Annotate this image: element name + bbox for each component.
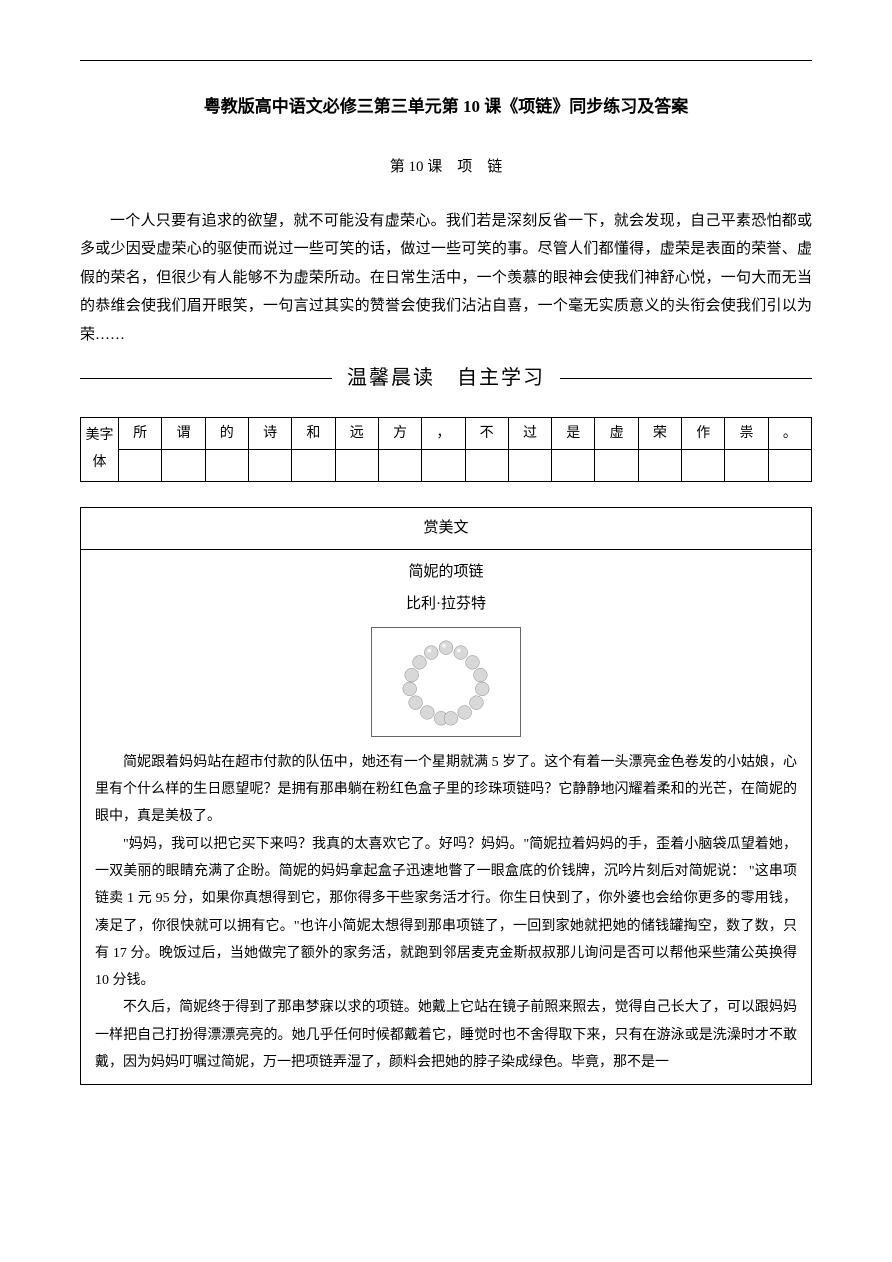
essay-paragraph: 简妮跟着妈妈站在超市付款的队伍中，她还有一个星期就满 5 岁了。这个有着一头漂亮…: [95, 749, 797, 831]
char-cell: 荣: [638, 418, 681, 450]
essay-title: 简妮的项链: [95, 558, 797, 587]
empty-cell: [335, 450, 378, 482]
char-cell: 虚: [595, 418, 638, 450]
section-divider: 温馨晨读 自主学习: [80, 359, 812, 397]
page-title: 粤教版高中语文必修三第三单元第 10 课《项链》同步练习及答案: [80, 91, 812, 123]
char-cell: 谓: [162, 418, 205, 450]
empty-cell: [292, 450, 335, 482]
empty-cell: [248, 450, 291, 482]
empty-cell: [768, 450, 811, 482]
char-cell: 。: [768, 418, 811, 450]
char-cell: 过: [508, 418, 551, 450]
empty-cell: [682, 450, 725, 482]
empty-cell: [595, 450, 638, 482]
essay-header: 赏美文: [81, 508, 811, 550]
empty-cell: [422, 450, 465, 482]
necklace-icon: [371, 627, 521, 737]
char-cell: 不: [465, 418, 508, 450]
divider-line-left: [80, 378, 332, 379]
char-cell: 是: [552, 418, 595, 450]
char-cell: ，: [422, 418, 465, 450]
empty-cell: [552, 450, 595, 482]
character-table: 美字体 所 谓 的 诗 和 远 方 ， 不 过 是 虚 荣 作 祟 。: [80, 417, 812, 482]
essay-author: 比利·拉芬特: [95, 590, 797, 619]
char-cell: 祟: [725, 418, 768, 450]
char-cell: 诗: [248, 418, 291, 450]
table-label: 美字体: [81, 418, 119, 482]
char-cell: 的: [205, 418, 248, 450]
essay-container: 赏美文 简妮的项链 比利·拉芬特: [80, 507, 812, 1085]
divider-line-right: [560, 378, 812, 379]
essay-content: 简妮的项链 比利·拉芬特: [81, 550, 811, 1085]
table-row: [81, 450, 812, 482]
empty-cell: [378, 450, 421, 482]
intro-paragraph: 一个人只要有追求的欲望，就不可能没有虚荣心。我们若是深刻反省一下，就会发现，自己…: [80, 207, 812, 350]
empty-cell: [205, 450, 248, 482]
section-title: 温馨晨读 自主学习: [332, 359, 560, 397]
empty-cell: [162, 450, 205, 482]
lesson-subtitle: 第 10 课 项 链: [80, 153, 812, 182]
top-divider: [80, 60, 812, 61]
empty-cell: [119, 450, 162, 482]
char-cell: 和: [292, 418, 335, 450]
char-cell: 远: [335, 418, 378, 450]
empty-cell: [508, 450, 551, 482]
essay-paragraph: 不久后，简妮终于得到了那串梦寐以求的项链。她戴上它站在镜子前照来照去，觉得自己长…: [95, 994, 797, 1076]
char-cell: 作: [682, 418, 725, 450]
table-row: 美字体 所 谓 的 诗 和 远 方 ， 不 过 是 虚 荣 作 祟 。: [81, 418, 812, 450]
empty-cell: [638, 450, 681, 482]
essay-paragraph: "妈妈，我可以把它买下来吗？我真的太喜欢它了。好吗？妈妈。"简妮拉着妈妈的手，歪…: [95, 831, 797, 995]
char-cell: 方: [378, 418, 421, 450]
empty-cell: [725, 450, 768, 482]
char-cell: 所: [119, 418, 162, 450]
empty-cell: [465, 450, 508, 482]
